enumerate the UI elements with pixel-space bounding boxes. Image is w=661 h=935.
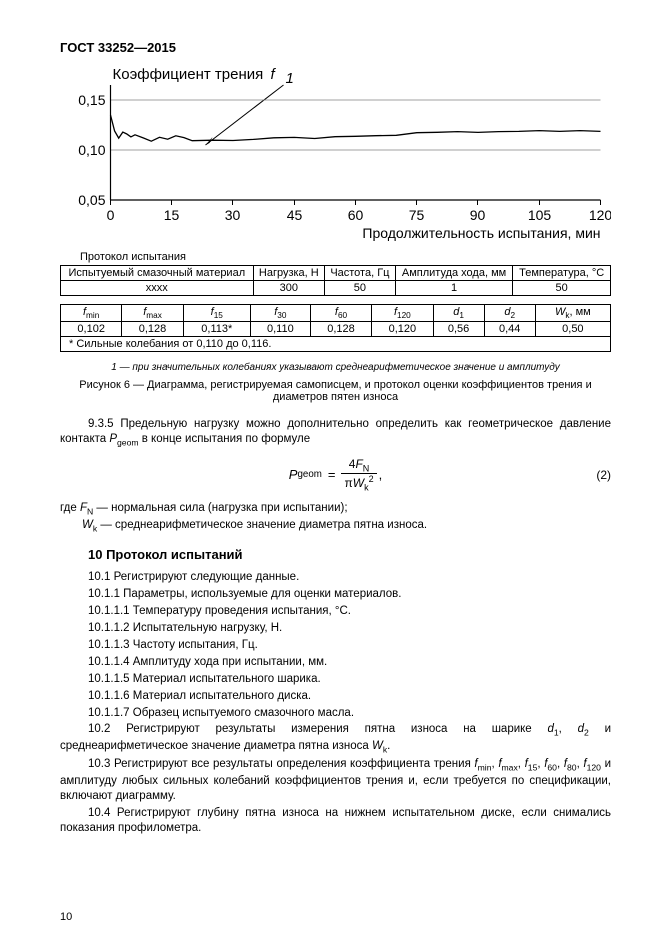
para-10-1-1-7: 10.1.1.7 Образец испытуемого смазочного … [60,706,611,721]
section-10-heading: 10 Протокол испытаний [88,547,611,562]
x-tick: 60 [348,207,364,223]
eq-number: (2) [596,468,611,482]
where-1: где FN — нормальная сила (нагрузка при и… [60,502,611,516]
para-10-4: 10.4 Регистрируют глубину пятна износа н… [60,806,611,836]
para-10-1-1-5: 10.1.1.5 Материал испытательного шарика. [60,672,611,687]
formula-2: Pgeom = 4FN πWk2 , (2) [60,457,611,493]
td: 1 [395,281,513,296]
table-row: Испытуемый смазочный материал Нагрузка, … [61,266,611,281]
th: f30 [250,305,310,322]
td: 50 [513,281,611,296]
chart-line [111,115,601,141]
th: f60 [310,305,371,322]
figure-caption: Рисунок 6 — Диаграмма, регистрируемая са… [60,379,611,403]
th: Частота, Гц [325,266,396,281]
td: 0,50 [535,322,610,337]
td: 50 [325,281,396,296]
th: fmin [61,305,122,322]
doc-header: ГОСТ 33252—2015 [60,40,611,55]
table-footnote: * Сильные колебания от 0,110 до 0,116. [61,337,611,352]
para-10-1-1: 10.1.1 Параметры, используемые для оценк… [60,587,611,602]
para-10-1-1-3: 10.1.1.3 Частоту испытания, Гц. [60,638,611,653]
th: Wk, мм [535,305,610,322]
table-row: xxxx 300 50 1 50 [61,281,611,296]
table-row: fmin fmax f15 f30 f60 f120 d1 d2 Wk, мм [61,305,611,322]
para-10-1-1-6: 10.1.1.6 Материал испытательного диска. [60,689,611,704]
th: Испытуемый смазочный материал [61,266,254,281]
protocol-table-1: Испытуемый смазочный материал Нагрузка, … [60,265,611,296]
para-10-1-1-1: 10.1.1.1 Температуру проведения испытани… [60,604,611,619]
para-10-3: 10.3 Регистрируют все результаты определ… [60,757,611,803]
y-tick: 0,05 [78,192,105,208]
td: 0,113* [183,322,250,337]
page-number: 10 [60,911,72,923]
protocol-table-2: fmin fmax f15 f30 f60 f120 d1 d2 Wk, мм … [60,304,611,352]
y-tick: 0,15 [78,92,105,108]
chart-annotation: 1 [286,70,294,87]
x-tick: 45 [287,207,303,223]
x-tick: 105 [528,207,552,223]
y-tick: 0,10 [78,142,105,158]
th: Нагрузка, Н [253,266,324,281]
chart-grid [111,85,601,205]
annotation-arrow [206,85,284,145]
x-axis-label: Продолжительность испытания, мин [362,225,600,241]
td: 0,128 [122,322,183,337]
th: Амплитуда хода, мм [395,266,513,281]
th: d2 [484,305,535,322]
th: Температура, °C [513,266,611,281]
table-row: * Сильные колебания от 0,110 до 0,116. [61,337,611,352]
where-2: Wk — среднеарифметическое значение диаме… [82,519,611,533]
td: 0,110 [250,322,310,337]
table-row: 0,102 0,128 0,113* 0,110 0,128 0,120 0,5… [61,322,611,337]
x-tick: 0 [107,207,115,223]
x-tick: 120 [589,207,611,223]
td: xxxx [61,281,254,296]
x-tick: 30 [225,207,241,223]
friction-chart: Коэффициент трения f 1 [60,65,611,245]
para-10-2: 10.2 Регистрируют результаты измерения п… [60,722,611,755]
chart-svg: Коэффициент трения f 1 [60,65,611,245]
th: d1 [433,305,484,322]
th: fmax [122,305,183,322]
th: f15 [183,305,250,322]
y-axis-label: Коэффициент трения f [113,66,277,83]
para-10-1: 10.1 Регистрируют следующие данные. [60,570,611,585]
th: f120 [372,305,433,322]
legend-note: 1 — при значительных колебаниях указываю… [60,362,611,373]
td: 0,44 [484,322,535,337]
protocol-title: Протокол испытания [80,251,611,263]
td: 300 [253,281,324,296]
para-9-3-5: 9.3.5 Предельную нагрузку можно дополнит… [60,417,611,448]
td: 0,56 [433,322,484,337]
x-tick: 15 [164,207,180,223]
x-tick: 75 [409,207,425,223]
td: 0,102 [61,322,122,337]
x-tick: 90 [470,207,486,223]
para-10-1-1-2: 10.1.1.2 Испытательную нагрузку, Н. [60,621,611,636]
td: 0,120 [372,322,433,337]
td: 0,128 [310,322,371,337]
para-10-1-1-4: 10.1.1.4 Амплитуду хода при испытании, м… [60,655,611,670]
